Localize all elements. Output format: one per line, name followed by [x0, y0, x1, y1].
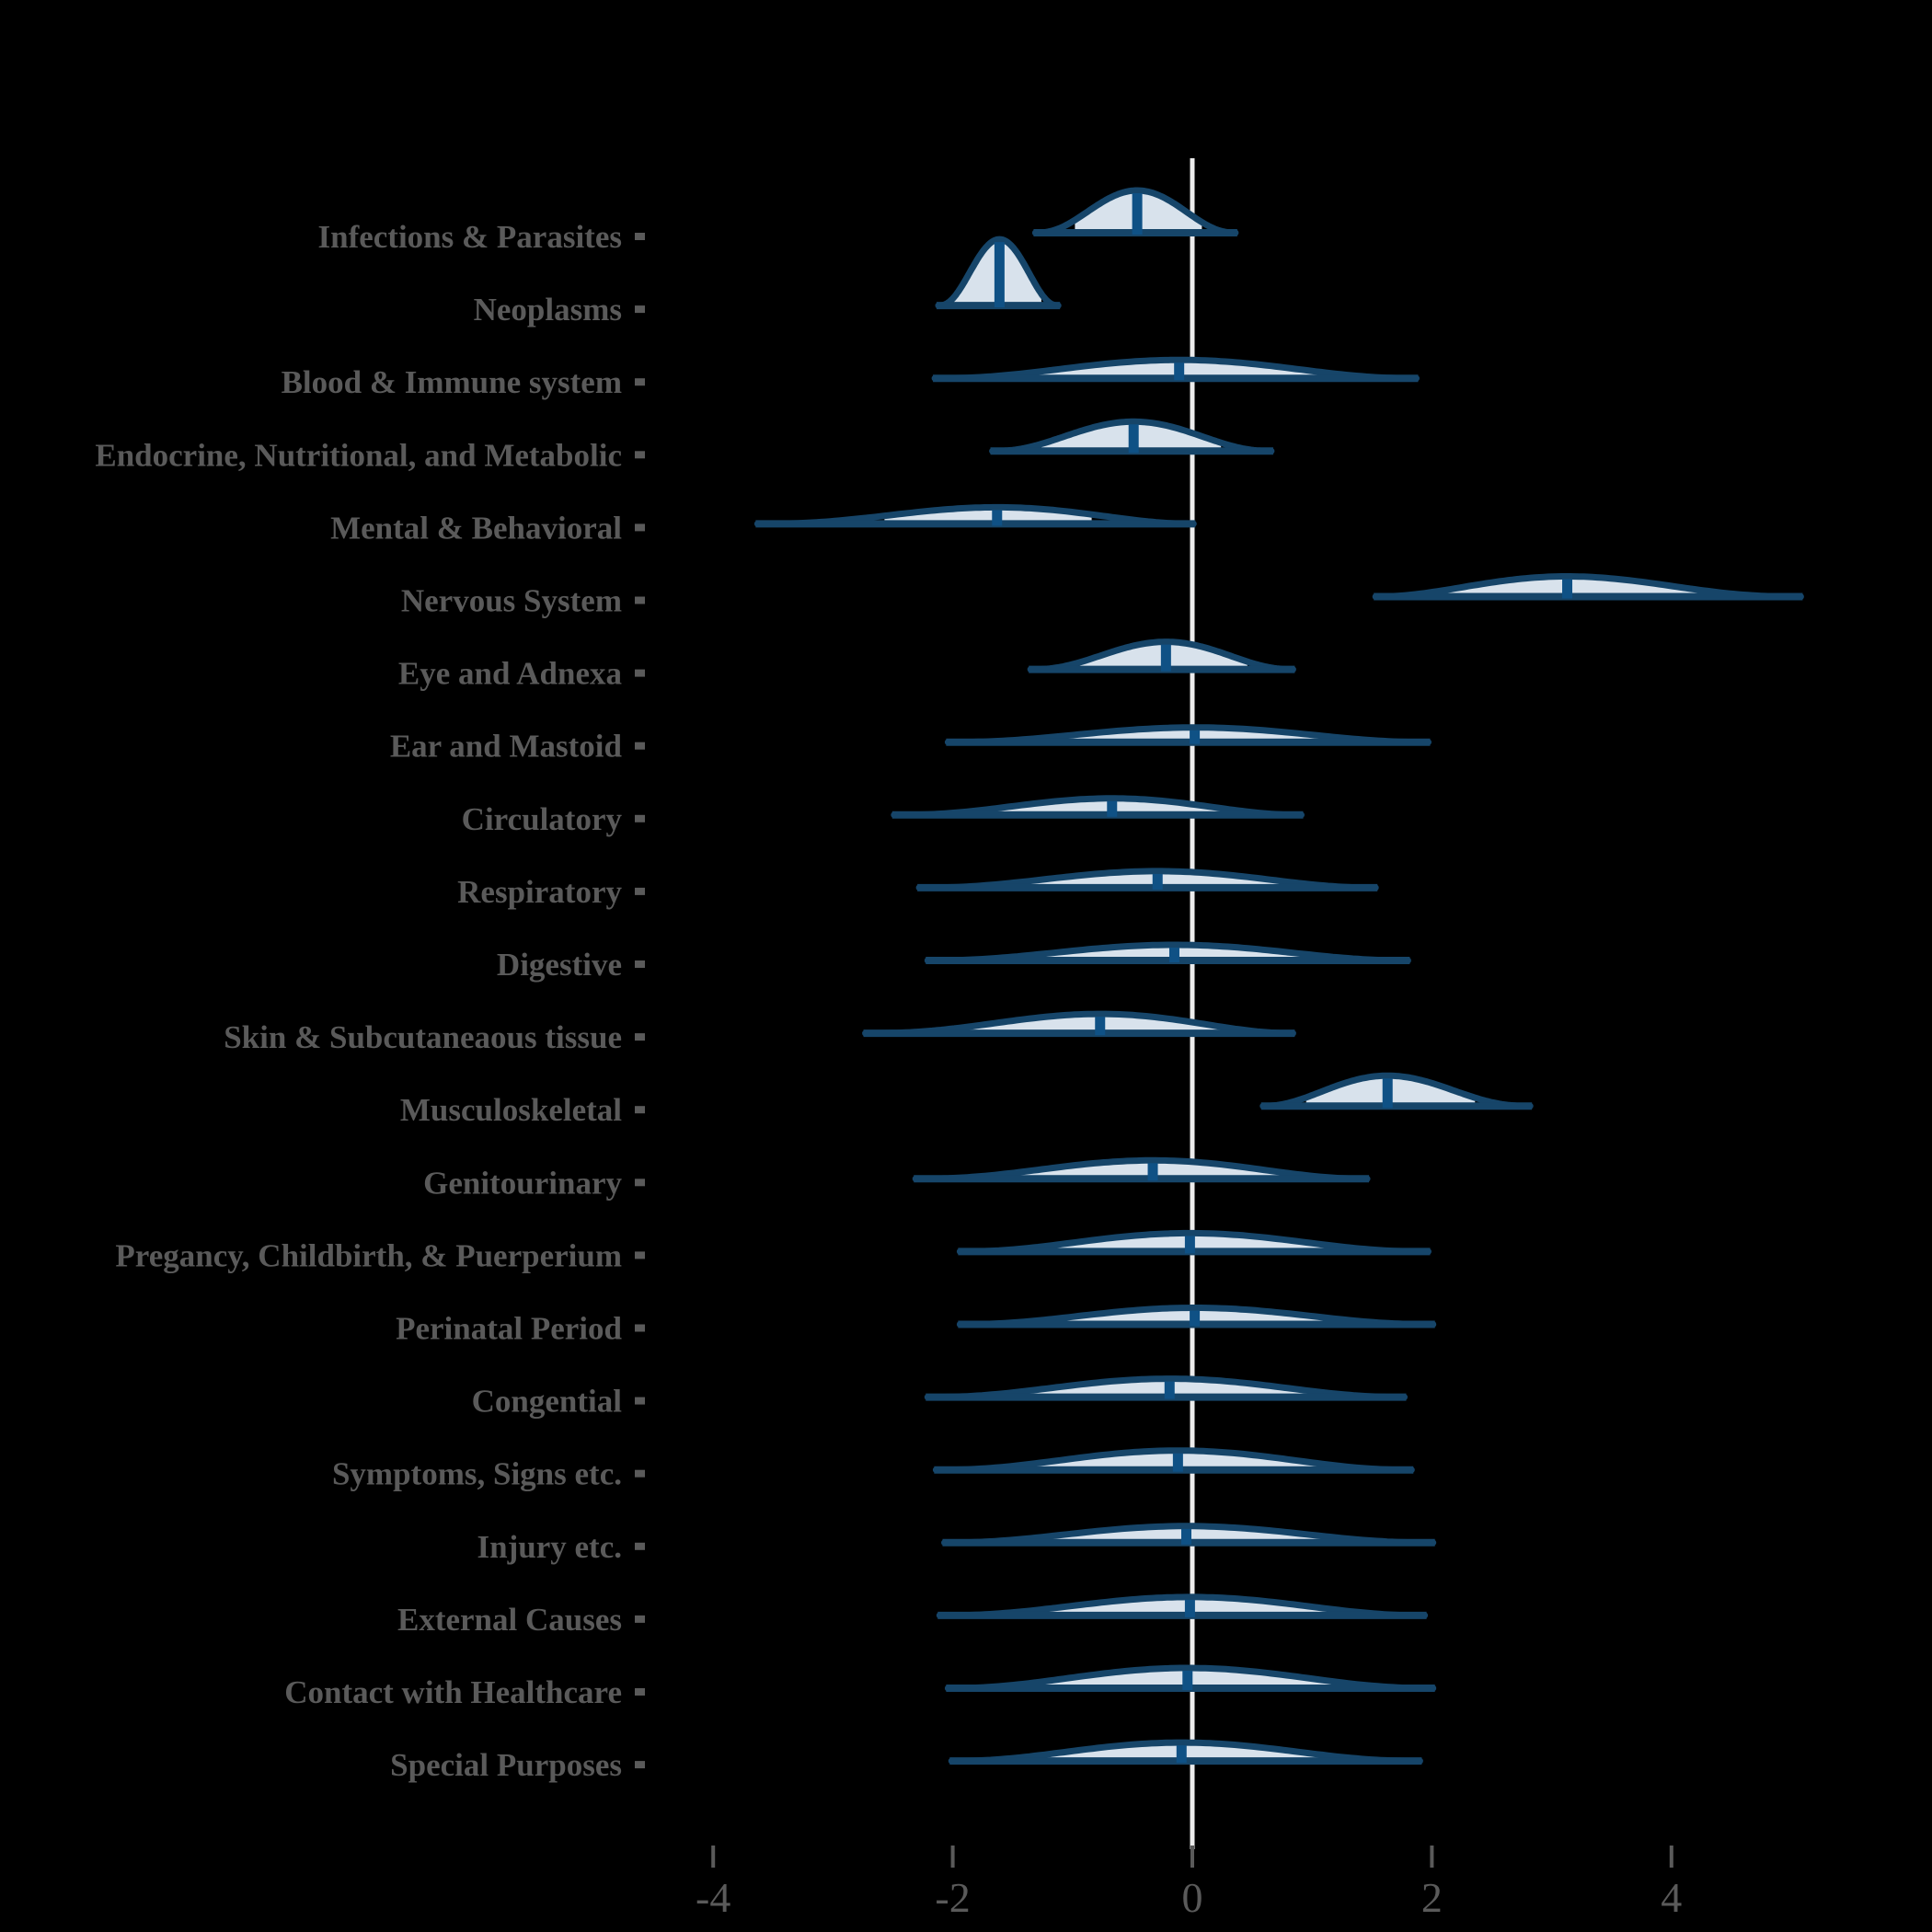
- category-label: Infections & Parasites: [317, 219, 622, 255]
- category-tick: [635, 742, 645, 750]
- category-label: Skin & Subcutaneaous tissue: [224, 1019, 622, 1055]
- category-label: Special Purposes: [390, 1747, 622, 1783]
- category-label: Neoplasms: [474, 292, 622, 328]
- density-outline: [932, 1447, 1415, 1474]
- category-tick: [635, 451, 645, 459]
- category-tick: [635, 1469, 645, 1478]
- category-tick: [635, 669, 645, 677]
- category-tick: [635, 1179, 645, 1187]
- density-outline: [1259, 1072, 1534, 1110]
- category-tick: [635, 1397, 645, 1405]
- density-outline: [935, 236, 1062, 309]
- category-label: Musculoskeletal: [400, 1092, 622, 1128]
- category-tick: [635, 1542, 645, 1550]
- density-outline: [1031, 187, 1239, 236]
- category-label: Congential: [472, 1384, 623, 1420]
- category-tick: [635, 1106, 645, 1114]
- category-label: Contact with Healthcare: [284, 1674, 622, 1710]
- category-tick: [635, 523, 645, 532]
- category-tick: [635, 814, 645, 822]
- category-tick: [635, 1033, 645, 1041]
- density-outline: [944, 1664, 1437, 1692]
- x-axis-tick-label: 0: [1182, 1874, 1203, 1921]
- category-label: Pregancy, Childbirth, & Puerperium: [115, 1237, 622, 1273]
- x-axis-tick-label: -2: [935, 1874, 970, 1921]
- category-tick: [635, 233, 645, 240]
- density-outline: [924, 1375, 1408, 1401]
- category-label: Respiratory: [457, 874, 622, 910]
- category-label: Endocrine, Nutritional, and Metabolic: [95, 437, 622, 473]
- category-tick: [635, 1324, 645, 1332]
- category-tick: [635, 887, 645, 895]
- category-label: Digestive: [497, 947, 622, 983]
- category-tick: [635, 378, 645, 386]
- density-outline: [931, 356, 1420, 382]
- category-tick: [635, 1251, 645, 1259]
- category-label: Perinatal Period: [396, 1311, 622, 1347]
- density-outline: [989, 418, 1275, 454]
- x-axis-tick-label: -4: [696, 1874, 730, 1921]
- category-label: Nervous System: [401, 583, 622, 619]
- category-tick: [635, 1615, 645, 1623]
- density-outline: [948, 1739, 1423, 1765]
- category-label: Symptoms, Signs etc.: [332, 1456, 622, 1492]
- category-label: Injury etc.: [477, 1529, 622, 1565]
- x-axis-tick-label: 2: [1421, 1874, 1443, 1921]
- category-label: Mental & Behavioral: [330, 510, 622, 546]
- category-label: Blood & Immune system: [282, 364, 622, 400]
- density-outline: [1027, 638, 1296, 673]
- category-label: Ear and Mastoid: [390, 729, 623, 765]
- category-label: Genitourinary: [423, 1165, 622, 1201]
- category-label: External Causes: [397, 1602, 622, 1638]
- x-axis-tick-label: 4: [1661, 1874, 1682, 1921]
- category-label: Circulatory: [462, 801, 623, 837]
- category-tick: [635, 305, 645, 314]
- category-tick: [635, 960, 645, 968]
- category-label: Eye and Adnexa: [398, 656, 622, 692]
- category-tick: [635, 1688, 645, 1696]
- category-tick: [635, 1761, 645, 1769]
- density-outline: [956, 1229, 1432, 1255]
- category-tick: [635, 596, 645, 604]
